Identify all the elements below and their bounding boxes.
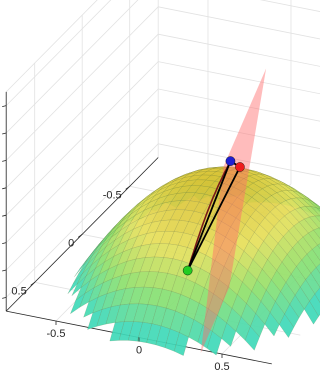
tangent-plane-face [200,68,267,354]
x-tick-mark [77,233,83,238]
tangent-plane [200,68,267,354]
surface-face [310,267,320,288]
surface-face [264,312,280,337]
surface-face [317,243,320,250]
y-tick-label: 0 [136,345,142,357]
z-tick-mark [2,297,7,299]
segment-red-green [186,166,241,271]
grid-line [158,33,320,67]
z-tick-mark [2,105,7,107]
z-tick-mark [2,242,7,244]
z-tick-mark [2,160,7,162]
surface-face [244,326,260,351]
surface-mesh [67,166,320,356]
x-tick-label: 0 [68,237,74,249]
grid-line [158,61,320,95]
y-tick-label: -0.5 [47,328,66,340]
point-blue [225,156,236,166]
x-tick-mark [30,281,35,286]
wall-edge [5,0,98,93]
surface-face [279,313,294,338]
surface-face [304,300,319,325]
points-layer [182,156,245,276]
surface-face [313,227,320,239]
tick-labels: 0.40.60.811.21.41.61.8-0.500.5-0.500.5 [2,105,230,373]
point-green [182,265,193,276]
surface-face [312,245,320,261]
surface-face [221,322,237,347]
y-tick-label: 0.5 [214,361,229,373]
surface-face [314,287,320,303]
grid-line [259,0,320,12]
grid-line [158,6,320,40]
grid-line [158,0,320,5]
z-tick-mark [2,214,7,217]
surface-face [174,332,189,356]
x-tick-label: -0.5 [103,189,122,201]
surface-face [315,263,320,274]
surface-face [206,331,222,356]
x-tick-mark [125,185,130,190]
z-tick-mark [2,269,7,272]
geodesic-curve [186,160,232,271]
z-tick-mark [2,187,7,190]
point-red [235,162,245,172]
z-tick-mark [2,132,7,135]
x-tick-label: 0.5 [11,285,26,297]
segment-blue-green [186,160,232,271]
